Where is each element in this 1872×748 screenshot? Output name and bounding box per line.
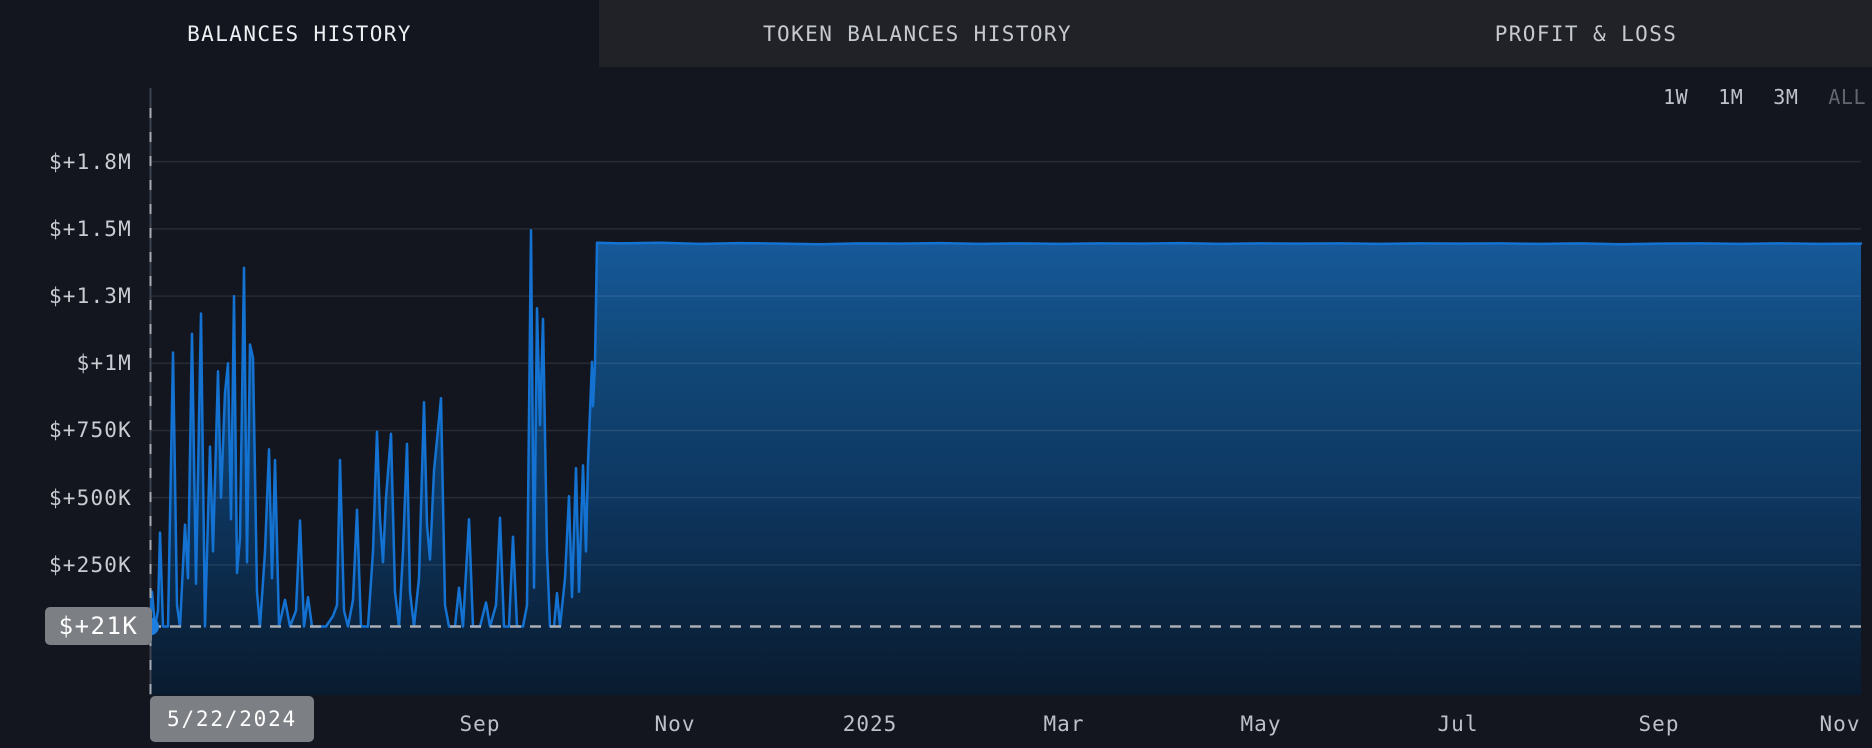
x-axis-tick-label: Nov [654, 712, 696, 736]
time-range-selector: 1W 1M 3M ALL [1663, 85, 1866, 109]
range-3m[interactable]: 3M [1773, 85, 1799, 109]
range-all[interactable]: ALL [1828, 85, 1866, 109]
crosshair-date-text: 5/22/2024 [167, 707, 297, 731]
y-axis-tick-label: $+500K [48, 485, 132, 510]
balance-line [148, 228, 1863, 628]
y-axis-tick-label: $+1M [76, 351, 132, 376]
crosshair-value-text: $+21K [58, 612, 139, 641]
tab-token-balances-history-label: TOKEN BALANCES HISTORY [763, 21, 1072, 46]
tab-bar: BALANCES HISTORY TOKEN BALANCES HISTORY … [0, 0, 1872, 67]
x-axis-tick-label: May [1240, 712, 1282, 736]
x-axis-tick-label: Nov [1819, 712, 1861, 736]
x-axis-tick-label: Sep [459, 712, 501, 736]
range-1m[interactable]: 1M [1718, 85, 1744, 109]
y-axis-tick-label: $+250K [48, 552, 132, 577]
crosshair-value-badge: $+21K [45, 607, 152, 646]
tab-balances-history-label: BALANCES HISTORY [187, 21, 412, 46]
x-axis-tick-label: Jul [1437, 712, 1479, 736]
x-axis-tick-label: 2025 [842, 712, 898, 736]
y-axis-tick-label: $+1.3M [48, 284, 132, 309]
x-axis-tick-label: Sep [1638, 712, 1680, 736]
y-axis-tick-label: $+750K [48, 418, 132, 443]
y-axis-tick-label: $+1.8M [48, 149, 132, 174]
x-axis-tick-label: Mar [1043, 712, 1085, 736]
tab-profit-and-loss-label: PROFIT & LOSS [1494, 21, 1678, 46]
y-axis-tick-label: $+1.5M [48, 216, 132, 241]
crosshair-point-marker [150, 617, 159, 636]
tab-token-balances-history[interactable]: TOKEN BALANCES HISTORY [599, 0, 1236, 67]
gridlines [150, 160, 1861, 566]
range-1w[interactable]: 1W [1663, 85, 1689, 109]
tab-balances-history[interactable]: BALANCES HISTORY [0, 0, 599, 67]
crosshair-date-badge: 5/22/2024 [150, 696, 314, 742]
tab-profit-and-loss[interactable]: PROFIT & LOSS [1236, 0, 1872, 67]
